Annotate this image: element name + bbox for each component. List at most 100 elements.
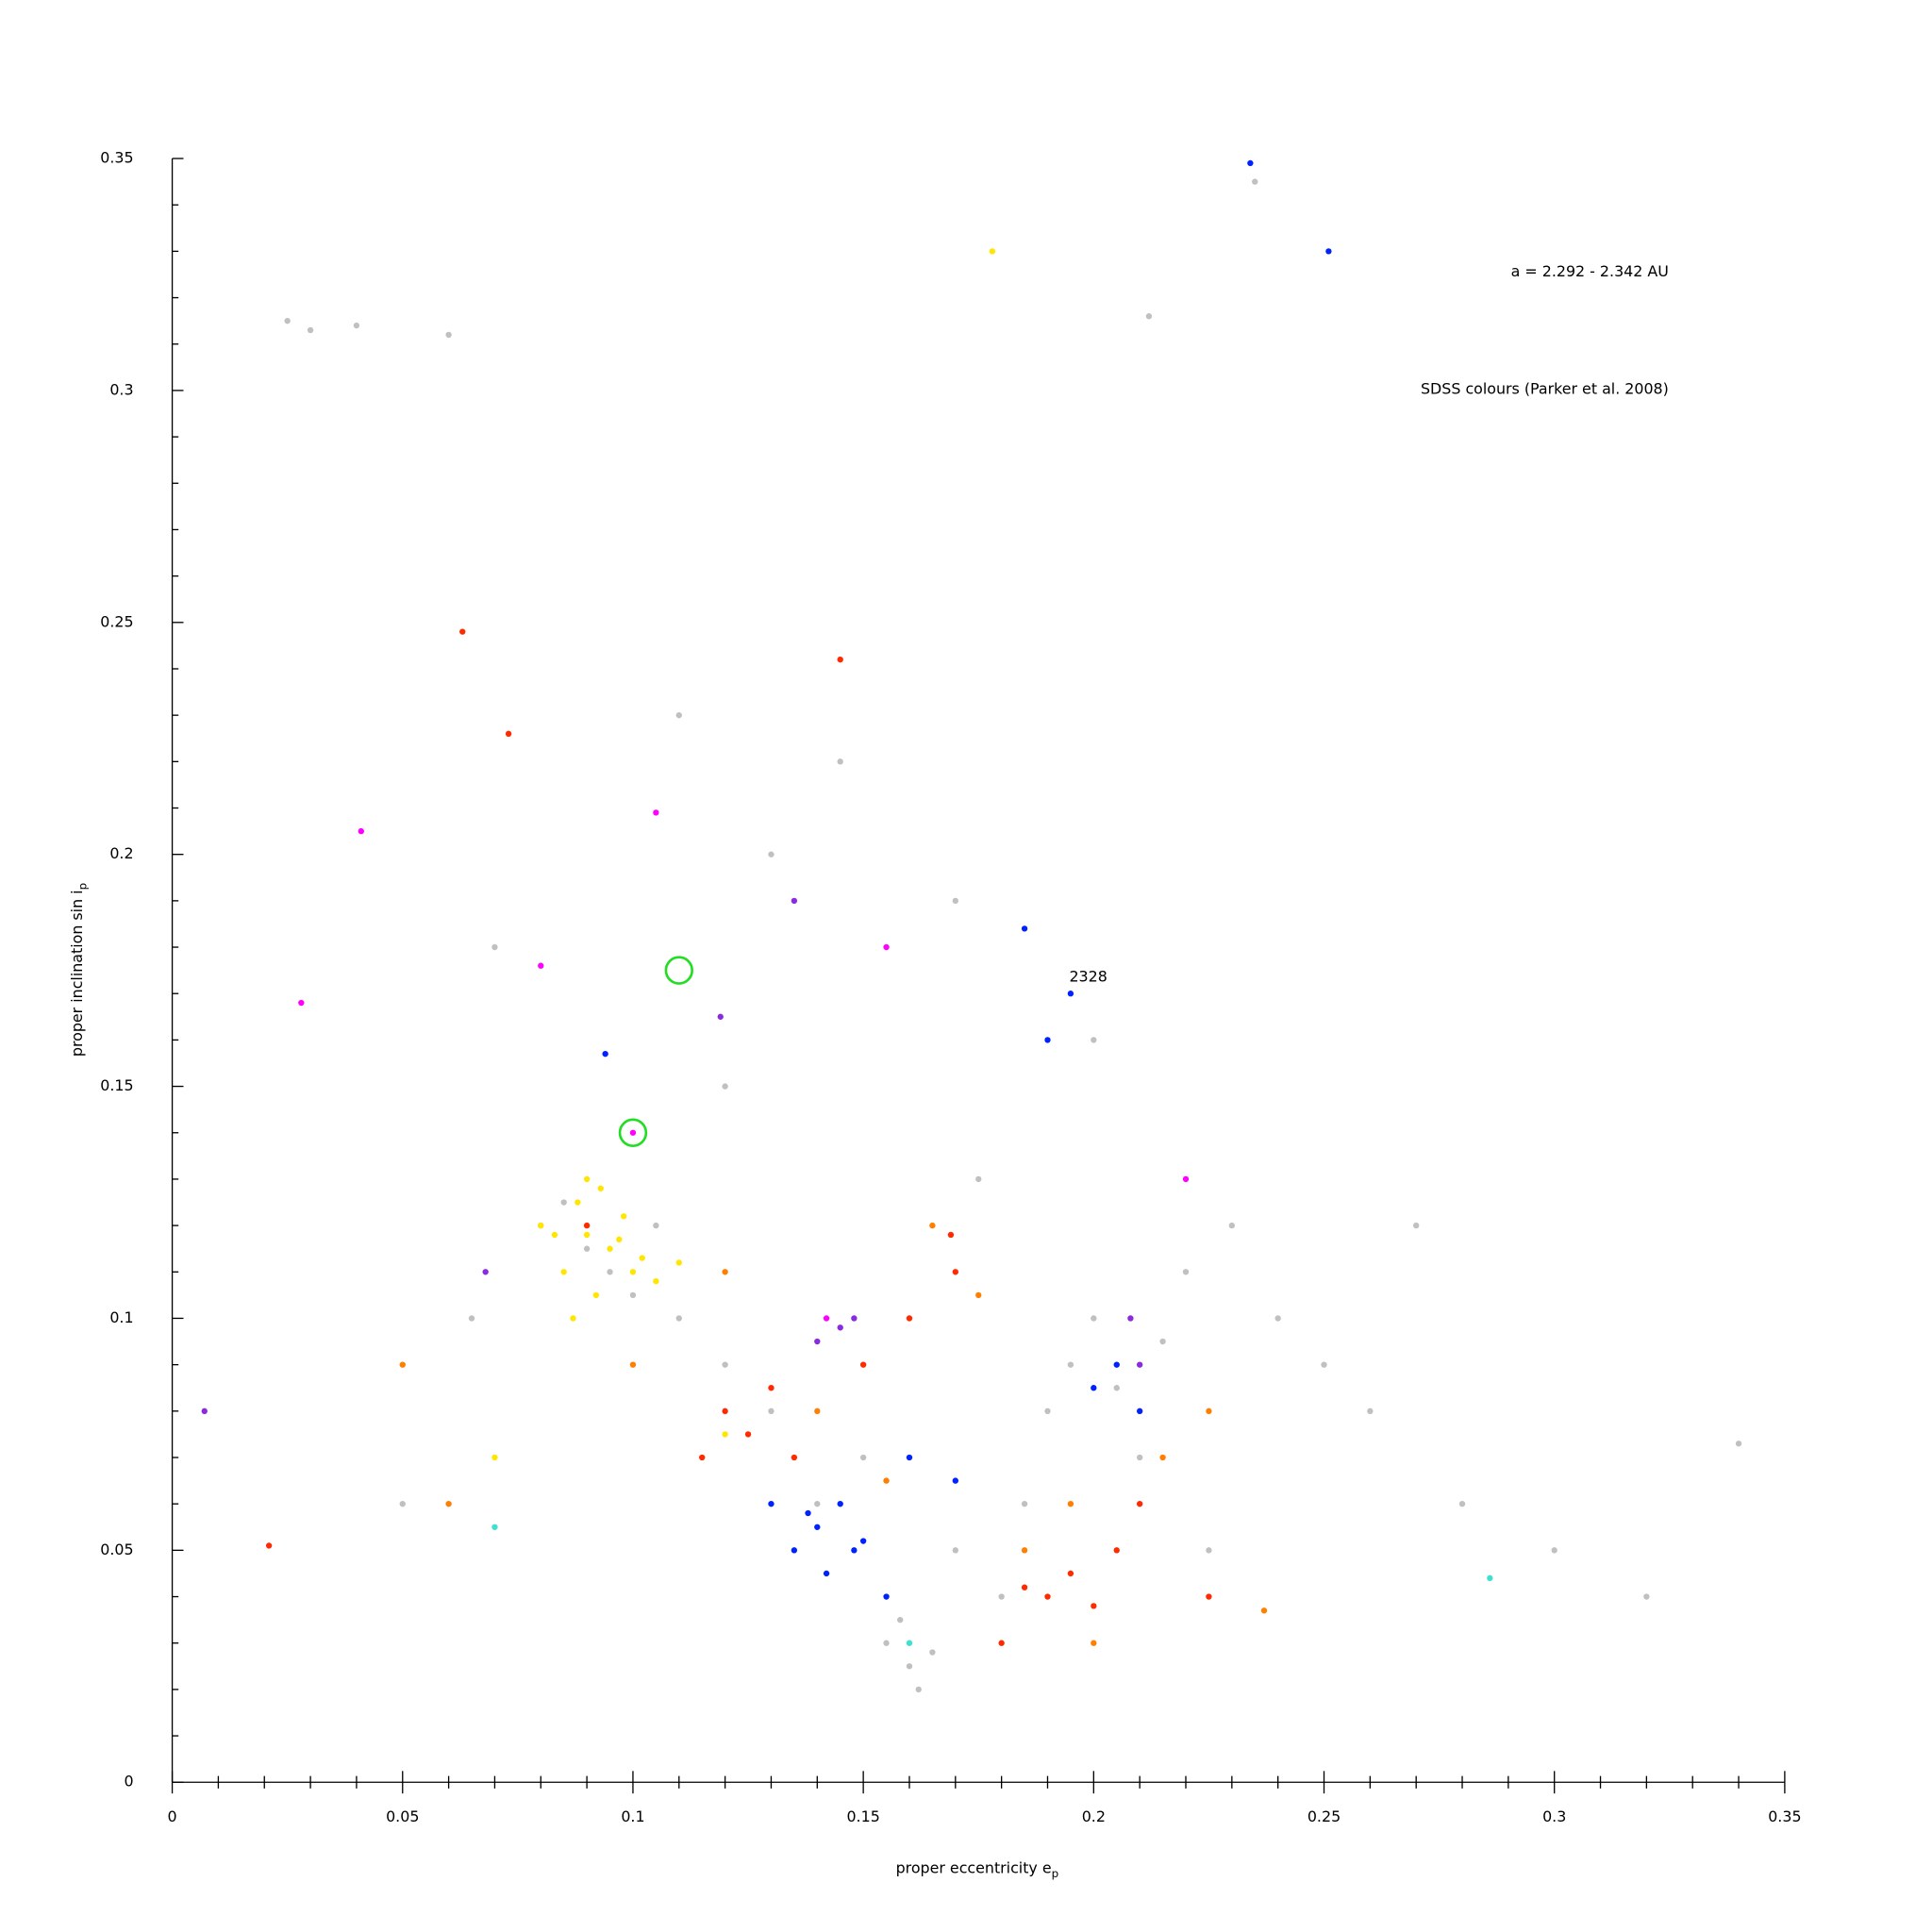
point (897, 1616, 904, 1624)
point (1228, 1222, 1236, 1229)
point (583, 1231, 591, 1239)
point (722, 1083, 728, 1090)
point (602, 1050, 608, 1058)
point (1206, 1593, 1212, 1600)
point (560, 1199, 567, 1206)
point (653, 1222, 659, 1229)
point (583, 1175, 591, 1183)
annotation: a = 2.292 - 2.342 AU (1511, 262, 1669, 280)
point (1021, 1584, 1028, 1591)
point (491, 1524, 498, 1530)
point (1145, 313, 1153, 320)
point (284, 317, 291, 325)
point (1643, 1593, 1650, 1600)
point (823, 1315, 830, 1322)
point (952, 1547, 958, 1554)
point (837, 1500, 843, 1507)
point (929, 1222, 936, 1229)
point (906, 1663, 913, 1670)
point (1159, 1338, 1166, 1345)
point (1044, 1593, 1051, 1600)
x-tick-label: 0 (168, 1807, 177, 1825)
point (883, 1640, 890, 1646)
y-label-sub: p (75, 883, 89, 891)
point (1136, 1500, 1143, 1507)
point (851, 1315, 858, 1322)
highlight-circle (618, 1118, 648, 1147)
point (1274, 1315, 1281, 1322)
point (583, 1222, 591, 1229)
point (629, 1291, 637, 1299)
point (1159, 1454, 1166, 1461)
point (653, 1277, 659, 1285)
point (1113, 1361, 1120, 1368)
point (459, 628, 466, 635)
point (998, 1593, 1005, 1600)
point (837, 1324, 843, 1331)
point (1091, 1037, 1097, 1043)
point (1182, 1269, 1190, 1275)
point (265, 1542, 273, 1549)
point (722, 1431, 728, 1438)
point (445, 331, 452, 339)
point (1021, 925, 1028, 932)
point (791, 1454, 798, 1461)
point (468, 1315, 475, 1322)
point (837, 656, 843, 663)
point (859, 1538, 867, 1544)
x-tick-label: 0.1 (621, 1807, 644, 1825)
x-tick-label: 0.2 (1082, 1807, 1106, 1825)
point (1113, 1547, 1120, 1554)
y-tick-label: 0 (124, 1773, 133, 1790)
point (791, 1547, 798, 1554)
point (768, 1385, 774, 1391)
point (1325, 248, 1332, 255)
y-tick-label: 0.15 (100, 1076, 133, 1094)
point (1247, 159, 1254, 167)
x-label-sub: p (1052, 1866, 1059, 1879)
point (1021, 1547, 1028, 1554)
point (597, 1185, 604, 1191)
x-tick-label: 0.25 (1307, 1807, 1341, 1825)
point (298, 999, 305, 1007)
point (629, 1361, 637, 1368)
point (1091, 1603, 1097, 1609)
point (722, 1407, 728, 1414)
point (201, 1407, 208, 1414)
point (1067, 1500, 1074, 1507)
point (699, 1454, 706, 1461)
y-axis-label: proper inclination sin ip (68, 883, 89, 1057)
point (1136, 1454, 1143, 1461)
point (915, 1686, 922, 1693)
point (551, 1231, 558, 1239)
y-tick-label: 0.2 (109, 844, 133, 862)
point (653, 809, 659, 816)
y-tick-label: 0.35 (100, 149, 133, 167)
x-tick-label: 0.35 (1768, 1807, 1801, 1825)
x-tick-label: 0.05 (386, 1807, 419, 1825)
point (768, 851, 774, 858)
y-label-text: proper inclination sin i (68, 890, 86, 1057)
point (1136, 1361, 1143, 1368)
point (1091, 1385, 1097, 1391)
point (607, 1269, 613, 1275)
point (1044, 1407, 1051, 1414)
y-tick-label: 0.3 (109, 380, 133, 398)
point (592, 1291, 600, 1299)
point (1067, 1570, 1074, 1577)
point (883, 1593, 890, 1600)
point (1044, 1037, 1051, 1043)
point (929, 1649, 936, 1656)
point (560, 1269, 567, 1275)
point (1321, 1361, 1327, 1368)
y-tick-label: 0.25 (100, 612, 133, 630)
point (823, 1570, 830, 1577)
point (1182, 1175, 1190, 1183)
point (353, 322, 360, 329)
point (1413, 1222, 1420, 1229)
y-tick-label: 0.05 (100, 1541, 133, 1558)
point (814, 1407, 821, 1414)
point (722, 1269, 728, 1275)
point (1735, 1441, 1742, 1447)
point (859, 1361, 867, 1368)
